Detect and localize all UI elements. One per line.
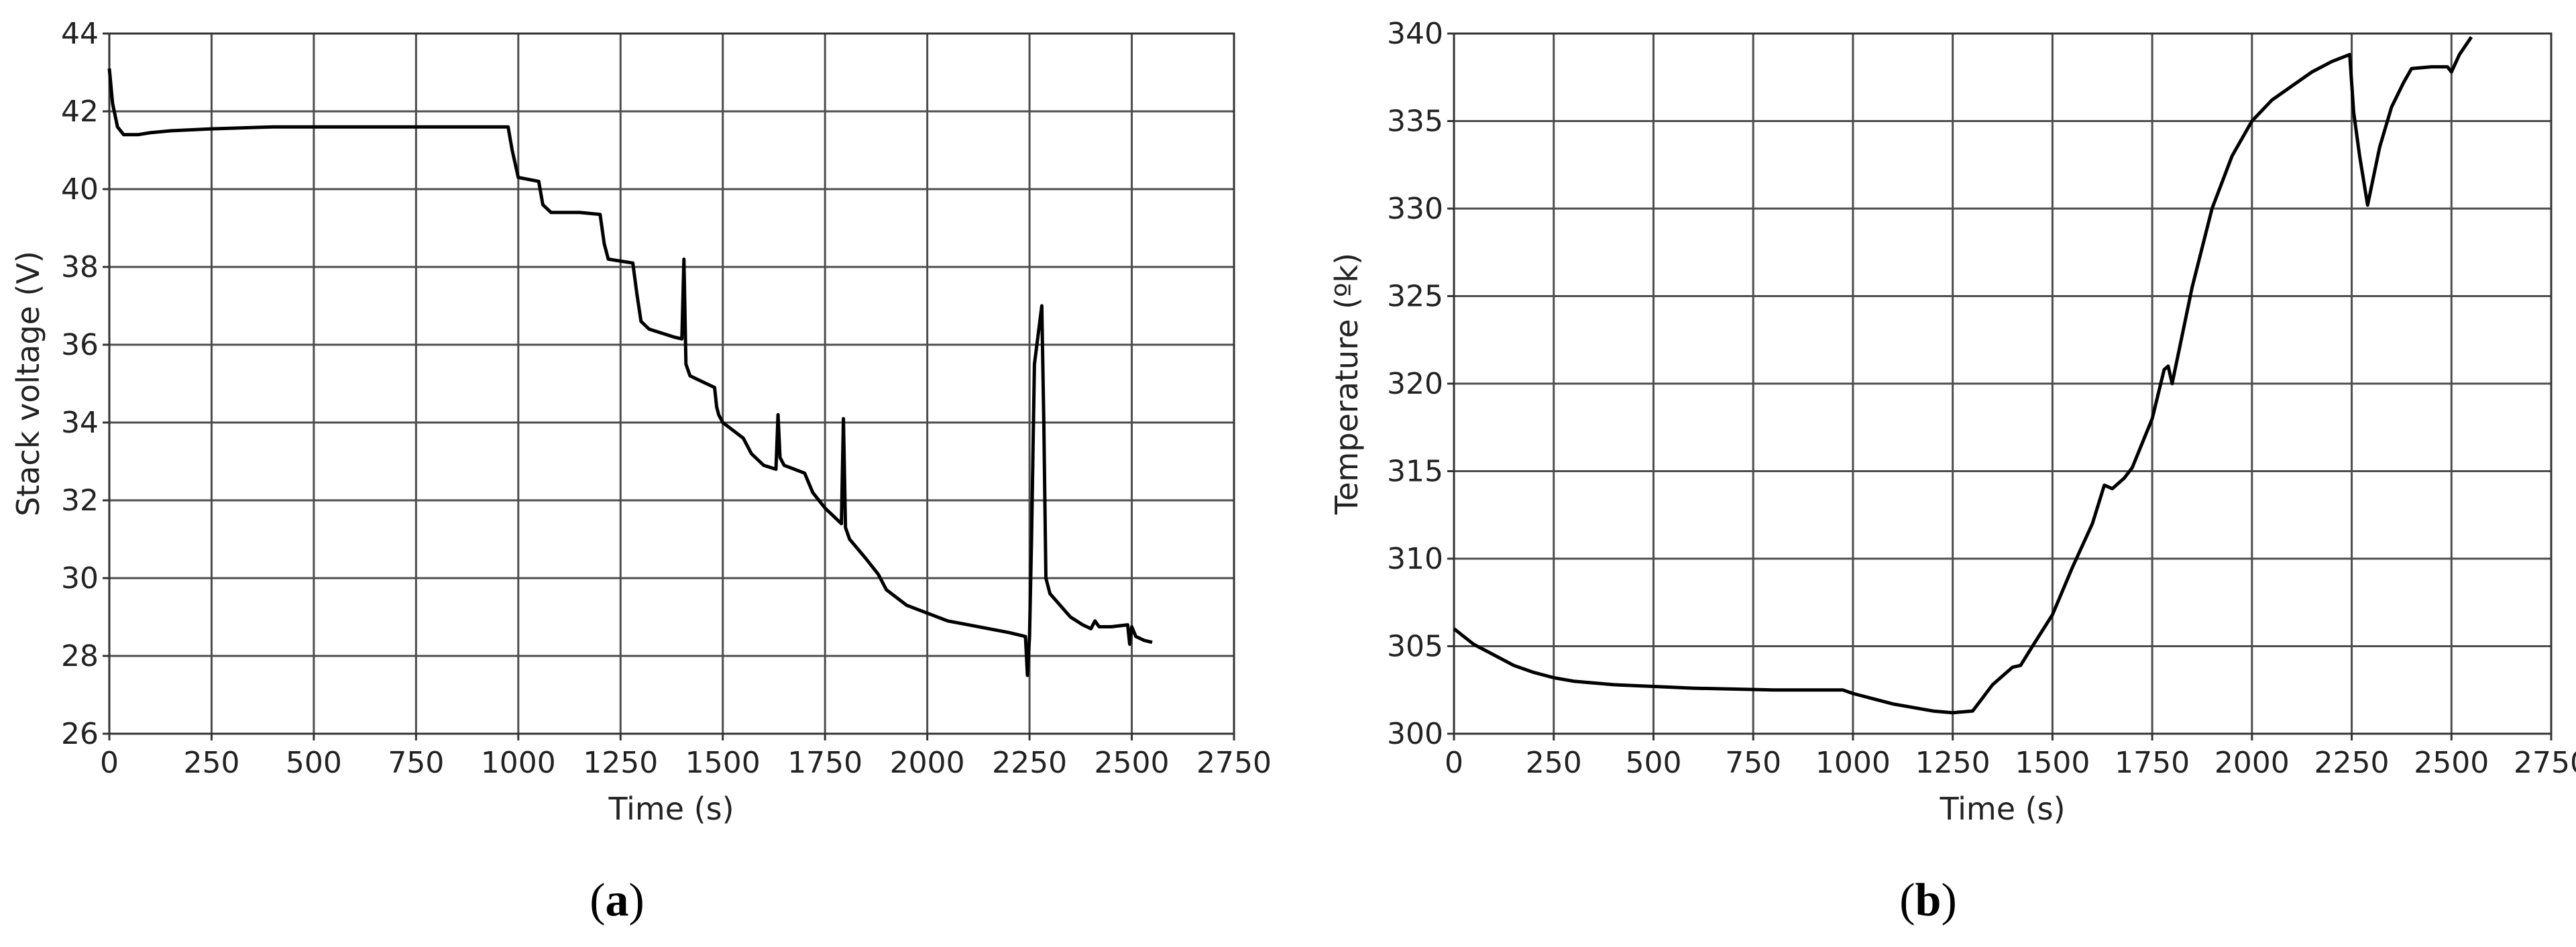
- y-tick-label: 315: [1387, 455, 1443, 489]
- x-tick-label: 1750: [2115, 746, 2190, 780]
- y-tick-label: 28: [61, 639, 99, 673]
- caption-letter: a: [606, 875, 629, 926]
- x-tick-label: 750: [388, 746, 444, 780]
- y-tick-label: 300: [1387, 717, 1443, 751]
- caption-close-paren: ): [1941, 875, 1956, 926]
- caption-open-paren: (: [590, 875, 605, 926]
- caption-letter: b: [1915, 875, 1942, 926]
- x-tick-label: 500: [286, 746, 342, 780]
- x-tick-label: 2750: [2514, 746, 2576, 780]
- y-tick-label: 30: [61, 561, 99, 596]
- y-tick-label: 38: [61, 250, 99, 284]
- x-tick-label: 2250: [992, 746, 1067, 780]
- x-tick-label: 1000: [481, 746, 556, 780]
- y-tick-label: 32: [61, 484, 99, 518]
- x-tick-label: 1500: [685, 746, 761, 780]
- panel-caption-b: (b): [1899, 875, 1957, 926]
- y-tick-label: 335: [1387, 105, 1443, 139]
- x-tick-label: 1000: [1815, 746, 1891, 780]
- x-axis-ticks: 0 250 500 750 1000 1250 1500 1750 2000 2250 2500 27…: [100, 734, 1272, 780]
- x-tick-label: 1250: [1915, 746, 1991, 780]
- x-tick-label: 2500: [2414, 746, 2489, 780]
- x-tick-label: 0: [1445, 746, 1463, 780]
- temperature-line: [1453, 36, 2473, 715]
- x-axis-ticks: 0 250 500 750 1000 1250 1500 1750 2000 2250 2500 27…: [1445, 734, 2576, 780]
- x-tick-label: 2500: [1095, 746, 1170, 780]
- y-tick-label: 340: [1387, 17, 1443, 51]
- grid-lines: [1453, 32, 2553, 735]
- caption-close-paren: ): [629, 875, 645, 926]
- y-tick-label: 36: [61, 328, 99, 362]
- y-tick-label: 330: [1387, 192, 1443, 226]
- y-tick-label: 34: [61, 406, 99, 440]
- chart-panel-b: 0 250 500 750 1000 1250 1500 1750 2000 2250 2500 27…: [1288, 0, 2576, 947]
- x-tick-label: 2250: [2314, 746, 2390, 780]
- stack-voltage-chart: 0 250 500 750 1000 1250 1500 1750 2000 2250 2500 27…: [10, 17, 1272, 926]
- y-tick-label: 310: [1387, 542, 1443, 576]
- y-axis-title: Stack voltage (V): [10, 251, 46, 516]
- x-tick-label: 0: [100, 746, 119, 780]
- x-axis-title: Time (s): [608, 791, 734, 827]
- x-tick-label: 2750: [1196, 746, 1272, 780]
- plot-frame: [108, 32, 1235, 735]
- x-tick-label: 1250: [583, 746, 658, 780]
- y-tick-label: 40: [61, 172, 99, 207]
- x-tick-label: 1500: [2015, 746, 2090, 780]
- x-tick-label: 250: [1526, 746, 1582, 780]
- x-tick-label: 250: [183, 746, 239, 780]
- x-tick-label: 2000: [2215, 746, 2290, 780]
- panel-caption-a: (a): [590, 875, 645, 926]
- y-tick-label: 42: [61, 95, 99, 129]
- stack-voltage-line: [107, 68, 1153, 677]
- y-axis-ticks: 26 28 30 32 34 36 38 40 42 44: [61, 17, 109, 751]
- x-tick-label: 750: [1725, 746, 1781, 780]
- y-tick-label: 320: [1387, 367, 1443, 401]
- y-tick-label: 44: [61, 17, 99, 51]
- x-tick-label: 1750: [787, 746, 862, 780]
- y-axis-ticks: 300 305 310 315 320 325 330 335 340: [1387, 17, 1454, 751]
- x-tick-label: 500: [1625, 746, 1681, 780]
- y-tick-label: 26: [61, 717, 99, 751]
- y-tick-label: 305: [1387, 630, 1443, 664]
- temperature-chart: 0 250 500 750 1000 1250 1500 1750 2000 2250 2500 27…: [1329, 17, 2576, 926]
- y-tick-label: 325: [1387, 280, 1443, 314]
- y-axis-title: Temperature (ºk): [1329, 253, 1365, 515]
- grid-lines: [108, 32, 1235, 735]
- x-tick-label: 2000: [890, 746, 965, 780]
- x-axis-title: Time (s): [1939, 791, 2065, 827]
- caption-open-paren: (: [1899, 875, 1915, 926]
- chart-panel-a: 0 250 500 750 1000 1250 1500 1750 2000 2250 2500 27…: [10, 17, 1272, 926]
